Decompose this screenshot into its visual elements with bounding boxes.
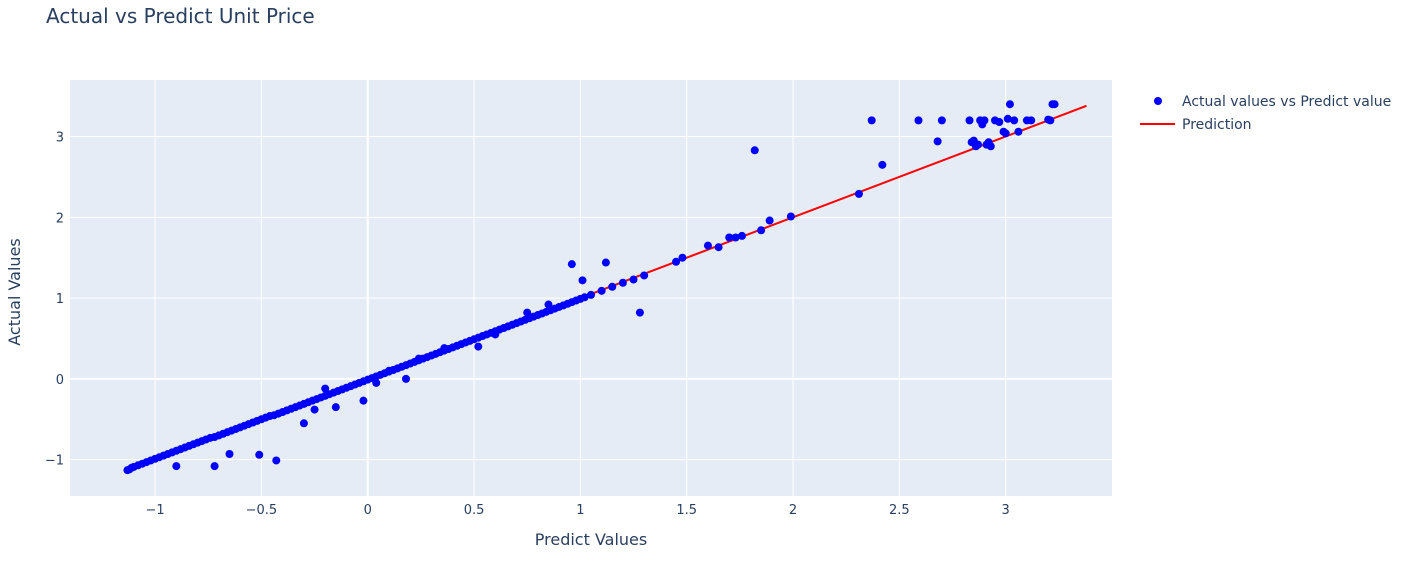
data-point [272, 456, 281, 465]
legend-item-prediction[interactable]: Prediction [1140, 117, 1252, 133]
data-point [1001, 129, 1010, 138]
legend-item-actual[interactable]: Actual values vs Predict value [1154, 94, 1391, 110]
data-point [310, 405, 319, 414]
x-gridlines [154, 80, 1007, 496]
legend-marker-actual [1154, 97, 1162, 105]
data-point [757, 226, 766, 235]
y-tick-label: 1 [56, 292, 64, 307]
data-point [372, 378, 381, 387]
data-point [414, 354, 423, 363]
x-tick-label: 2.5 [889, 503, 910, 518]
data-point [1003, 114, 1012, 123]
data-point [878, 160, 887, 169]
data-point [321, 384, 330, 393]
data-point [601, 258, 610, 267]
x-tick-labels: −1 −0.5 0 0.5 1 1.5 2 2.5 3 [145, 503, 1009, 518]
data-point [914, 116, 923, 125]
data-point [608, 282, 617, 291]
actual-vs-predict-points [123, 100, 1059, 475]
data-point [474, 342, 483, 351]
y-tick-label: 2 [56, 211, 64, 226]
data-point [523, 308, 532, 317]
data-point [225, 449, 234, 458]
x-tick-label: −0.5 [246, 503, 278, 518]
data-point [980, 116, 989, 125]
data-point [678, 253, 687, 262]
data-point [629, 275, 638, 284]
data-point [1027, 116, 1036, 125]
data-point [737, 231, 746, 240]
data-point [331, 403, 340, 412]
data-point [635, 308, 644, 317]
x-tick-label: 0 [364, 503, 372, 518]
data-point [567, 260, 576, 269]
data-point [933, 137, 942, 146]
data-point [986, 142, 995, 151]
data-point [1050, 100, 1059, 109]
data-point [384, 366, 393, 375]
y-tick-labels: −1 0 1 2 3 [45, 131, 64, 469]
x-tick-label: −1 [145, 503, 164, 518]
x-axis-title: Predict Values [535, 530, 647, 549]
data-point [714, 243, 723, 252]
data-point [1046, 116, 1055, 125]
y-tick-label: 0 [56, 373, 64, 388]
x-tick-label: 1 [576, 503, 584, 518]
data-point [640, 271, 649, 280]
data-point [210, 462, 219, 471]
y-axis-title: Actual Values [5, 238, 24, 345]
data-point [965, 116, 974, 125]
data-point [359, 396, 368, 405]
data-point [580, 293, 589, 302]
data-point [703, 241, 712, 250]
data-point [578, 276, 587, 285]
data-point [937, 116, 946, 125]
data-point [597, 286, 606, 295]
data-point [491, 330, 500, 339]
data-point [672, 257, 681, 266]
data-point [786, 212, 795, 221]
data-point [544, 300, 553, 309]
x-tick-label: 3 [1002, 503, 1010, 518]
x-tick-label: 1.5 [676, 503, 697, 518]
data-point [750, 146, 759, 155]
data-point [725, 233, 734, 242]
y-tick-label: 3 [56, 131, 64, 146]
data-point [731, 233, 740, 242]
x-tick-label: 2 [789, 503, 797, 518]
legend-label-actual: Actual values vs Predict value [1182, 94, 1391, 110]
data-point [618, 278, 627, 287]
data-point [587, 290, 595, 299]
y-tick-label: −1 [45, 454, 64, 469]
data-point [995, 118, 1004, 127]
data-point [401, 374, 410, 383]
chart-title: Actual vs Predict Unit Price [46, 4, 315, 28]
data-point [299, 419, 308, 428]
data-point [1014, 127, 1023, 136]
data-point [440, 344, 449, 353]
data-point [854, 189, 863, 198]
data-point [765, 216, 774, 225]
data-point [1010, 116, 1019, 125]
data-point [974, 140, 983, 149]
legend[interactable]: Actual values vs Predict value Predictio… [1140, 94, 1391, 133]
x-tick-label: 0.5 [464, 503, 485, 518]
data-point [1005, 100, 1014, 109]
data-point [867, 116, 876, 125]
data-point [255, 450, 264, 459]
y-gridlines [70, 136, 1112, 461]
legend-label-prediction: Prediction [1182, 117, 1252, 133]
data-point [172, 462, 181, 471]
